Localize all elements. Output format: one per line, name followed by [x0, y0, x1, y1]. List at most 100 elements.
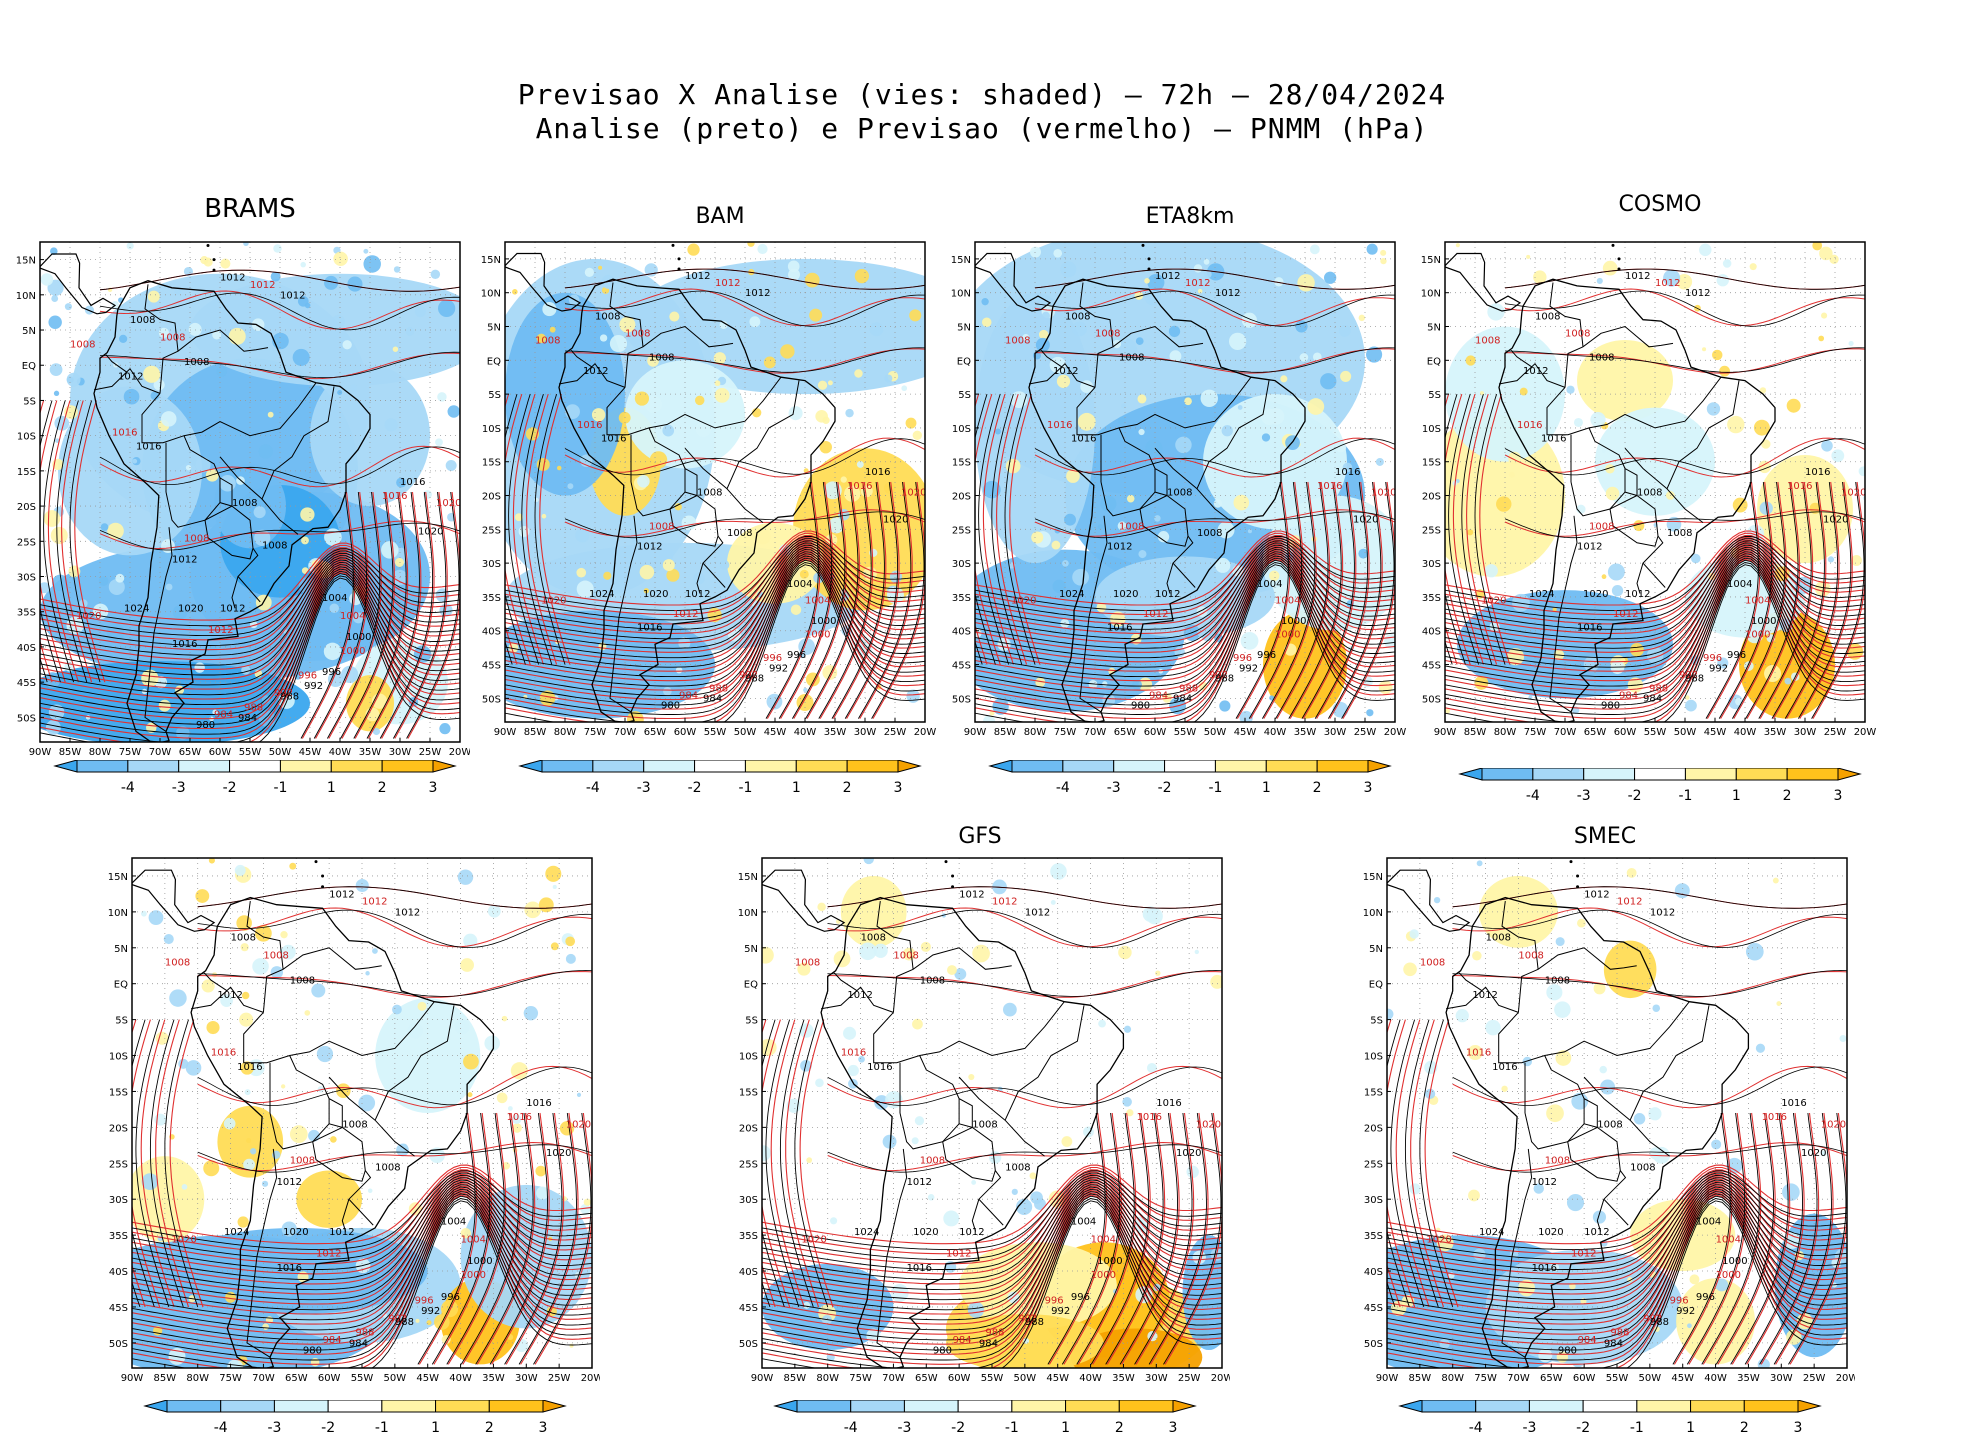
- lon-tick-label: 80W: [1441, 1373, 1464, 1384]
- isobar: [975, 549, 1395, 668]
- contour-label: 1008: [1597, 1119, 1622, 1130]
- contour-label: 1020: [436, 498, 461, 509]
- lon-tick-label: 20W: [1211, 1373, 1230, 1384]
- isobar: [1387, 1172, 1847, 1260]
- isobar: [132, 1176, 592, 1295]
- colorbar-label: -3: [172, 780, 186, 796]
- contour-label: 1008: [231, 933, 256, 944]
- colorbar-swatch: [76, 760, 129, 773]
- contour-label: 1016: [382, 491, 407, 502]
- colorbar-swatch: [166, 1400, 222, 1413]
- colorbar-label: -4: [121, 780, 135, 796]
- isobar: [1387, 1171, 1847, 1275]
- colorbar-swatch-min: [773, 1400, 798, 1413]
- lat-tick-label: 10N: [16, 291, 36, 302]
- colorbar-label: -4: [1526, 788, 1540, 804]
- contour-label: 1016: [1781, 1098, 1806, 1109]
- lon-tick-label: 40W: [329, 747, 352, 758]
- contour-label: 1020: [1113, 589, 1138, 600]
- lat-tick-label: 5S: [958, 390, 971, 401]
- lon-tick-label: 55W: [1644, 727, 1667, 738]
- bias-shading: [1676, 1278, 1755, 1365]
- isobar: [975, 555, 1395, 697]
- isobar: [1387, 1169, 1847, 1265]
- colorbar-swatch-max: [1837, 768, 1862, 781]
- isobar: [762, 1170, 1222, 1250]
- isobar: [1445, 540, 1865, 630]
- colorbar-label: -2: [951, 1420, 965, 1436]
- colorbar-swatch-max: [897, 760, 922, 773]
- map-svg: 1012 1012 1012 1008 1008 1008 1008 1012 1016 1016…: [1421, 241, 1876, 738]
- lon-tick-label: 30W: [1770, 1373, 1793, 1384]
- contour-label: 1020: [171, 1234, 196, 1245]
- colorbar: -4-3-2-11234: [1398, 1400, 1822, 1436]
- contour-label: 992: [274, 688, 293, 699]
- lon-tick-label: 70W: [252, 1373, 275, 1384]
- isobar: [505, 530, 925, 606]
- isobar: [40, 567, 460, 730]
- colorbar-label: -1: [1208, 780, 1222, 796]
- isobar: [1387, 1191, 1847, 1341]
- lat-tick-label: EQ: [1369, 980, 1383, 991]
- panel-bottom-left: 1012 1012 1012 1008 1008 1008 1008 1012 1016 1016…: [100, 810, 600, 1436]
- isobar: [975, 557, 1395, 706]
- lon-tick-label: 35W: [1112, 1373, 1135, 1384]
- lat-tick-label: 5N: [957, 323, 971, 334]
- map-svg: 1012 1012 1012 1008 1008 1008 1008 1012 1016 1016…: [16, 241, 470, 758]
- panel-gfs: GFS 1012 1012 1012 1008 1008 1008 1008 1012 1016…: [730, 810, 1230, 1436]
- isobar: [132, 1187, 592, 1345]
- lon-tick-label: 55W: [704, 727, 727, 738]
- lat-tick-label: 10S: [1422, 424, 1441, 435]
- lon-tick-label: 85W: [1409, 1373, 1432, 1384]
- contour-label: 1008: [1005, 1162, 1030, 1173]
- south-america-coastline: [558, 278, 836, 722]
- panel-title: ETA8km: [1145, 204, 1235, 229]
- lon-tick-label: 60W: [209, 747, 232, 758]
- isobar: [1387, 1179, 1847, 1291]
- lon-tick-label: 70W: [1554, 727, 1577, 738]
- lat-tick-label: 20S: [109, 1123, 128, 1134]
- south-america-coastline: [1498, 278, 1776, 722]
- isobar: [975, 551, 1395, 678]
- colorbar-label: -1: [738, 780, 752, 796]
- lon-tick-label: 80W: [554, 727, 577, 738]
- lon-tick-label: 60W: [1573, 1373, 1596, 1384]
- contour-label: 1008: [893, 951, 918, 962]
- isobar: [505, 541, 925, 653]
- contour-label: 1012: [637, 542, 662, 553]
- contour-label: 992: [1239, 663, 1258, 674]
- lon-tick-label: 40W: [1734, 727, 1757, 738]
- colorbar-label: -1: [1005, 1420, 1019, 1436]
- isobar: [762, 1195, 1222, 1361]
- colorbar-swatch-max: [1172, 1400, 1197, 1413]
- contour-label: 1012: [280, 290, 305, 301]
- colorbar-label: 3: [1834, 788, 1843, 804]
- colorbar-label: -4: [586, 780, 600, 796]
- contour-label: 996: [1703, 653, 1722, 664]
- contour-label: 996: [1045, 1295, 1064, 1306]
- contour-label: 1016: [841, 1048, 866, 1059]
- lon-tick-label: 75W: [119, 747, 142, 758]
- lat-tick-label: 5S: [745, 1016, 758, 1027]
- contour-label: 1012: [1143, 609, 1168, 620]
- contour-label: 1008: [649, 521, 674, 532]
- contour-label: 1008: [165, 958, 190, 969]
- isobar: [975, 550, 1395, 691]
- lon-tick-label: 40W: [1704, 1373, 1727, 1384]
- panel-title: SMEC: [1573, 824, 1637, 849]
- colorbar-label: 2: [1115, 1420, 1124, 1436]
- contour-label: 1008: [972, 1119, 997, 1130]
- isobar: [40, 565, 460, 720]
- contour-label: 1012: [992, 897, 1017, 908]
- lon-tick-label: 40W: [794, 727, 817, 738]
- lat-tick-label: 20S: [739, 1123, 758, 1134]
- panel-title: BAM: [695, 204, 745, 229]
- isobar: [1445, 537, 1865, 634]
- isobar: [505, 549, 925, 668]
- lat-tick-label: 50S: [109, 1339, 128, 1350]
- lat-tick-label: 10S: [17, 432, 36, 443]
- lon-tick-label: 55W: [1606, 1373, 1629, 1384]
- contour-label: 1012: [745, 288, 770, 299]
- lat-tick-label: 5S: [115, 1016, 128, 1027]
- isobar: [40, 549, 460, 651]
